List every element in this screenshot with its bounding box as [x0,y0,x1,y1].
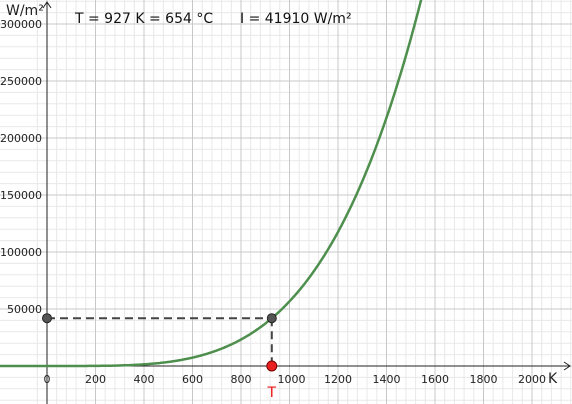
y-tick-label: 50000 [7,303,42,316]
x-tick-label: 800 [231,373,252,386]
x-tick-label: 600 [182,373,203,386]
intensity-readout: I = 41910 W/m² [240,11,352,27]
x-axis-arrow [563,361,571,371]
y-tick-label: 100000 [0,246,42,259]
y-axis-label: W/m² [6,3,44,19]
x-tick-label: 1400 [373,373,401,386]
y-axis-arrow [42,1,52,9]
curve-point[interactable] [266,313,277,324]
temperature-slider-point[interactable] [266,360,278,372]
y-tick-label: 250000 [0,75,42,88]
y-tick-label: 300000 [0,18,42,31]
series-curve [0,0,423,368]
x-tick-label: 2000 [518,373,546,386]
y-tick-label: 200000 [0,132,42,145]
point-guides [47,317,273,366]
y-tick-label: 150000 [0,189,42,202]
y-axis-intensity-point[interactable] [42,313,52,324]
x-tick-label: 400 [134,373,155,386]
point-markers[interactable] [42,313,278,372]
x-axis-label: K [548,371,558,387]
tick-labels: 0 200 400 600 800 1200 1400 1600 1800 2000 1000 500… [0,18,546,386]
x-tick-label: 0 [44,373,51,386]
x-tick-label: 1800 [470,373,498,386]
x-tick-label: 1200 [324,373,352,386]
temperature-readout: T = 927 K = 654 °C [74,11,213,27]
x-tick-label: 1600 [421,373,449,386]
x-tick-label: 200 [85,373,106,386]
temperature-point-label: T [267,385,277,401]
x-tick-label: 1000 [278,373,306,386]
